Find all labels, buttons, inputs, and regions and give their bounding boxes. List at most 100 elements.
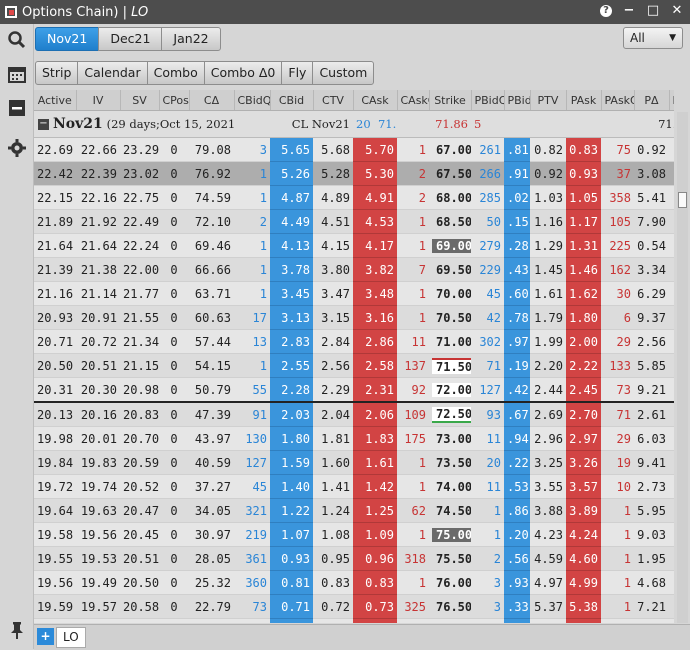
cell-cbid[interactable]: 3.45: [270, 281, 313, 306]
cell-pask[interactable]: 2.22: [566, 353, 601, 378]
cell-cask[interactable]: 3.16: [353, 305, 397, 330]
tab-expiry-dec21[interactable]: Dec21: [98, 27, 163, 51]
cell-pask[interactable]: 5.38: [566, 594, 601, 619]
column-header-5[interactable]: CBidQ: [234, 90, 271, 111]
cell-cbid[interactable]: 3.13: [270, 305, 313, 330]
settings-gear-icon[interactable]: [7, 138, 27, 158]
chain-row[interactable]: 21.16 21.14 21.77 0 63.71 1 3.45 3.47 3.48 1 70.00…: [34, 281, 674, 306]
column-header-4[interactable]: CΔ: [189, 90, 235, 111]
cell-cbid[interactable]: 4.87: [270, 185, 313, 210]
strategy-button-1[interactable]: Calendar: [77, 61, 148, 85]
cell-pbid[interactable]: .19: [504, 353, 530, 378]
cell-pask[interactable]: 2.00: [566, 329, 601, 354]
cell-cask[interactable]: 1.83: [353, 426, 397, 451]
column-header-16[interactable]: PΔ: [634, 90, 670, 111]
strategy-button-3[interactable]: Combo Δ0: [203, 61, 283, 85]
chain-row[interactable]: 19.55 19.53 20.51 0 28.05 361 0.93 0.95 0.96 318 7…: [34, 546, 674, 571]
tab-expiry-nov21[interactable]: Nov21: [35, 27, 100, 51]
cell-pask[interactable]: 3.57: [566, 474, 601, 499]
chain-row[interactable]: 19.56 19.49 20.50 0 25.32 360 0.81 0.83 0.83 1 76.…: [34, 570, 674, 595]
cell-pbid[interactable]: .22: [504, 450, 530, 475]
cell-cbid[interactable]: 2.83: [270, 329, 313, 354]
cell-cbid[interactable]: 0.93: [270, 546, 313, 571]
cell-cask[interactable]: 1.61: [353, 450, 397, 475]
cell-pbid[interactable]: .60: [504, 281, 530, 306]
cell-cbid[interactable]: 1.22: [270, 498, 313, 523]
column-header-17[interactable]: PPos: [669, 90, 674, 111]
cell-cask[interactable]: 3.82: [353, 257, 397, 282]
cell-pask[interactable]: 4.99: [566, 570, 601, 595]
cell-pbid[interactable]: .91: [504, 161, 530, 186]
cell-cbid[interactable]: 0.81: [270, 570, 313, 595]
add-tab-button[interactable]: +: [37, 628, 54, 645]
cell-pbid[interactable]: .78: [504, 305, 530, 330]
column-header-0[interactable]: Active: [34, 90, 77, 111]
cell-pbid[interactable]: .56: [504, 546, 530, 571]
cell-cbid[interactable]: 0.71: [270, 594, 313, 619]
chain-row[interactable]: 21.64 21.64 22.24 0 69.46 1 4.13 4.15 4.17 1 69.00…: [34, 233, 674, 258]
cell-pask[interactable]: 2.45: [566, 377, 601, 403]
cell-pbid[interactable]: .42: [504, 377, 530, 403]
cell-pask[interactable]: 0.83: [566, 137, 601, 162]
maximize-button[interactable]: □: [646, 3, 660, 18]
cell-pask[interactable]: 4.24: [566, 522, 601, 547]
chain-row[interactable]: 19.72 19.74 20.52 0 37.27 45 1.40 1.41 1.42 1 74.0…: [34, 474, 674, 499]
cell-cask[interactable]: 4.53: [353, 209, 397, 234]
cell-cbid[interactable]: 2.03: [270, 402, 313, 427]
cell-cask[interactable]: 1.25: [353, 498, 397, 523]
cell-pask[interactable]: 2.70: [566, 402, 601, 427]
cell-pask[interactable]: 1.31: [566, 233, 601, 258]
cell-pbid[interactable]: .15: [504, 209, 530, 234]
chain-row[interactable]: 22.69 22.66 23.29 0 79.08 3 5.65 5.68 5.70 1 67.00…: [34, 137, 674, 162]
collapse-icon[interactable]: [7, 98, 27, 118]
cell-cbid[interactable]: 3.78: [270, 257, 313, 282]
cell-cask[interactable]: 0.83: [353, 570, 397, 595]
cell-pbid[interactable]: .97: [504, 329, 530, 354]
close-button[interactable]: ✕: [671, 3, 683, 18]
cell-cbid[interactable]: 1.07: [270, 522, 313, 547]
cell-pbid[interactable]: .94: [504, 426, 530, 451]
column-header-14[interactable]: PAsk: [566, 90, 602, 111]
cell-pask[interactable]: 1.46: [566, 257, 601, 282]
chain-row[interactable]: 19.84 19.83 20.59 0 40.59 127 1.59 1.60 1.61 1 73.…: [34, 450, 674, 475]
cell-pask[interactable]: 1.05: [566, 185, 601, 210]
pin-icon[interactable]: [7, 620, 27, 640]
minimize-button[interactable]: −: [623, 3, 635, 18]
cell-cask[interactable]: 0.96: [353, 546, 397, 571]
column-header-8[interactable]: CAsk: [353, 90, 398, 111]
cell-cask[interactable]: 4.17: [353, 233, 397, 258]
strategy-button-5[interactable]: Custom: [312, 61, 375, 85]
cell-pbid[interactable]: .33: [504, 594, 530, 619]
cell-cask[interactable]: 2.31: [353, 377, 397, 403]
scrollbar-thumb[interactable]: [678, 192, 687, 208]
chain-row[interactable]: 22.15 22.16 22.75 0 74.59 1 4.87 4.89 4.91 2 68.00…: [34, 185, 674, 210]
chain-row[interactable]: 22.42 22.39 23.02 0 76.92 1 5.26 5.28 5.30 2 67.50…: [34, 161, 674, 186]
cell-cbid[interactable]: 2.28: [270, 377, 313, 403]
cell-pbid[interactable]: .93: [504, 570, 530, 595]
strategy-button-4[interactable]: Fly: [281, 61, 314, 85]
chain-row[interactable]: 20.13 20.16 20.83 0 47.39 91 2.03 2.04 2.06 109 72…: [34, 402, 674, 427]
cell-pask[interactable]: 4.60: [566, 546, 601, 571]
vertical-scrollbar[interactable]: [677, 112, 688, 623]
chain-row[interactable]: 21.39 21.38 22.00 0 66.66 1 3.78 3.80 3.82 7 69.50…: [34, 257, 674, 282]
column-header-9[interactable]: CAskQ: [397, 90, 430, 111]
cell-cask[interactable]: 2.58: [353, 353, 397, 378]
cell-cbid[interactable]: 5.65: [270, 137, 313, 162]
column-header-1[interactable]: IV: [76, 90, 121, 111]
cell-cask[interactable]: 0.63: [353, 618, 397, 623]
search-icon[interactable]: [7, 30, 27, 50]
cell-pask[interactable]: 1.17: [566, 209, 601, 234]
tab-expiry-jan22[interactable]: Jan22: [161, 27, 221, 51]
calendar-icon[interactable]: [7, 64, 27, 84]
chain-row[interactable]: 20.93 20.91 21.55 0 60.63 17 3.13 3.15 3.16 1 70.5…: [34, 305, 674, 330]
cell-pbid[interactable]: .28: [504, 233, 530, 258]
cell-pask[interactable]: 3.89: [566, 498, 601, 523]
column-header-15[interactable]: PAskQ: [601, 90, 635, 111]
cell-cbid[interactable]: 1.59: [270, 450, 313, 475]
cell-pbid[interactable]: .81: [504, 137, 530, 162]
cell-pbid[interactable]: .53: [504, 474, 530, 499]
cell-pbid[interactable]: .02: [504, 185, 530, 210]
chain-row[interactable]: 19.59 19.57 20.58 0 22.79 73 0.71 0.72 0.73 325 76…: [34, 594, 674, 619]
cell-pbid[interactable]: .67: [504, 402, 530, 427]
cell-cbid[interactable]: 4.13: [270, 233, 313, 258]
